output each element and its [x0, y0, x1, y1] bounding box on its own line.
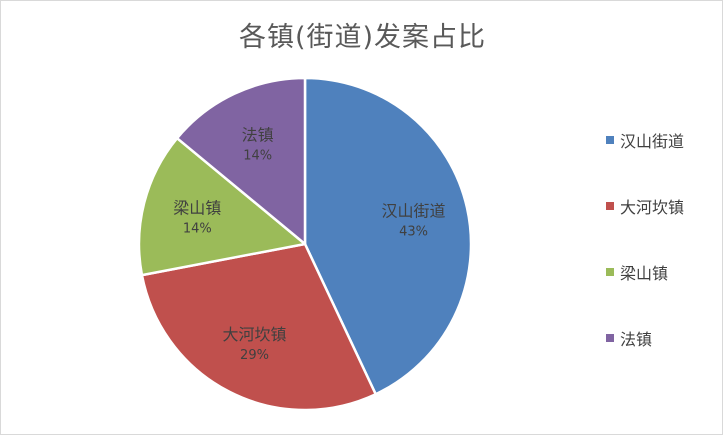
pie-slice-3	[137, 136, 307, 277]
legend-item-1: 汉山街道	[606, 128, 684, 152]
legend-swatch-3	[606, 268, 614, 276]
slice-value-4: 14%	[243, 148, 272, 163]
pie-slice-1	[303, 76, 473, 396]
legend-label-4: 法镇	[620, 330, 653, 349]
legend-item-3: 梁山镇	[606, 260, 668, 284]
legend-swatch-2	[606, 202, 614, 210]
slice-value-2: 29%	[240, 348, 269, 363]
legend-item-2: 大河坎镇	[606, 194, 684, 218]
slice-value-3: 14%	[183, 221, 212, 236]
slice-label-3: 梁山镇	[173, 198, 221, 217]
legend-swatch-4	[606, 334, 614, 342]
legend-item-4: 法镇	[606, 326, 652, 350]
legend-label-1: 汉山街道	[620, 132, 685, 151]
pie-slice-2	[140, 242, 377, 412]
slice-value-1: 43%	[399, 225, 428, 240]
slice-label-2: 大河坎镇	[222, 325, 286, 344]
slice-label-1: 汉山街道	[382, 202, 446, 221]
chart-title: 各镇(街道)发案占比	[238, 22, 487, 53]
legend-label-2: 大河坎镇	[620, 198, 685, 217]
pie-slice-4	[175, 76, 307, 246]
legend-label-3: 梁山镇	[620, 264, 669, 283]
legend-swatch-1	[606, 136, 614, 144]
slice-label-4: 法镇	[242, 125, 274, 144]
